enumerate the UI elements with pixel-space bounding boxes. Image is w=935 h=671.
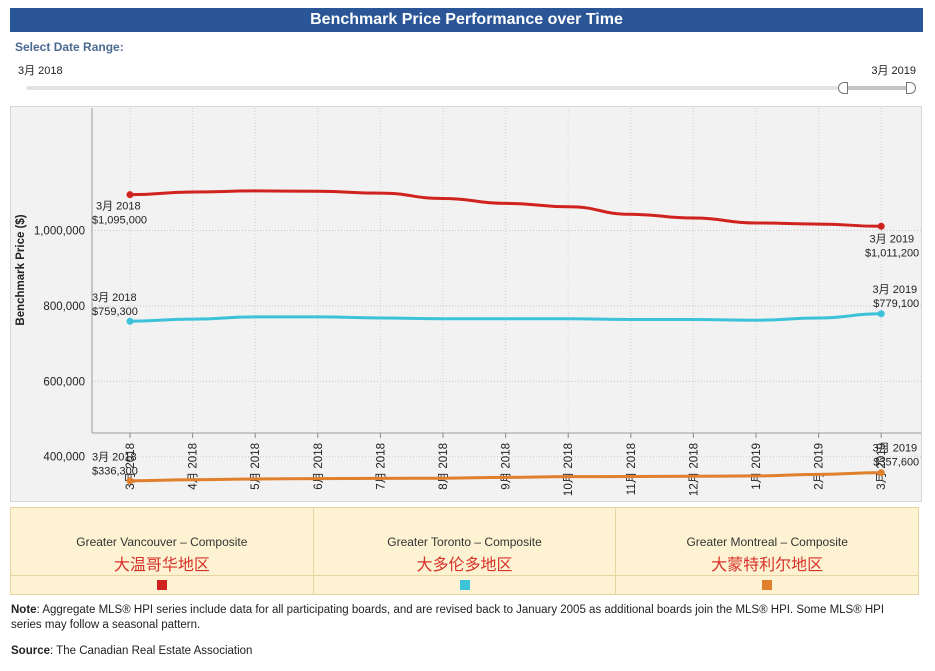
legend-swatch xyxy=(459,580,470,590)
legend-divider xyxy=(616,575,919,576)
date-range-slider[interactable] xyxy=(26,86,911,90)
legend-divider xyxy=(11,575,313,576)
data-label-date: 3月 2019 xyxy=(873,284,918,296)
data-label-value: $759,300 xyxy=(92,306,138,318)
x-tick-label: 3月 2019 xyxy=(876,443,888,490)
legend-item-montreal[interactable]: Greater Montreal – Composite 大蒙特利尔地区 xyxy=(616,508,919,594)
legend-item-vancouver[interactable]: Greater Vancouver – Composite 大温哥华地区 xyxy=(11,508,314,594)
legend: Greater Vancouver – Composite 大温哥华地区 Gre… xyxy=(10,507,919,595)
legend-swatch xyxy=(762,580,773,590)
range-start-label: 3月 2018 xyxy=(18,65,63,77)
x-tick-label: 10月 2018 xyxy=(563,443,575,496)
legend-chinese-name: 大温哥华地区 xyxy=(113,557,210,574)
x-tick-label: 8月 2018 xyxy=(438,443,450,490)
x-tick-label: 4月 2018 xyxy=(188,443,200,490)
series-line[interactable] xyxy=(128,471,883,483)
plot-background xyxy=(92,108,921,433)
note-text: : Aggregate MLS® HPI series include data… xyxy=(11,604,885,631)
data-label-date: 3月 2018 xyxy=(92,452,137,464)
y-axis-title: Benchmark Price ($) xyxy=(15,214,27,325)
data-label-date: 3月 2019 xyxy=(870,233,915,245)
source-text: : The Canadian Real Estate Association xyxy=(50,645,253,657)
data-label-value: $779,100 xyxy=(873,298,919,310)
data-label-value: $1,011,200 xyxy=(865,247,919,259)
x-tick-label: 11月 2018 xyxy=(626,443,638,495)
legend-name: Greater Vancouver – Composite xyxy=(76,535,248,549)
legend-chinese-name: 大蒙特利尔地区 xyxy=(711,557,824,574)
x-tick-label: 9月 2018 xyxy=(501,443,513,490)
data-label-date: 3月 2018 xyxy=(96,201,141,213)
range-end-label: 3月 2019 xyxy=(871,65,916,77)
legend-name: Greater Toronto – Composite xyxy=(387,535,542,549)
footnote: Note: Aggregate MLS® HPI series include … xyxy=(11,603,911,633)
x-tick-label: 2月 2019 xyxy=(814,443,826,490)
y-tick-label: 600,000 xyxy=(43,376,85,388)
series-line[interactable] xyxy=(128,312,883,323)
source: Source: The Canadian Real Estate Associa… xyxy=(11,645,252,657)
y-tick-label: 1,000,000 xyxy=(34,226,85,238)
data-point-end[interactable] xyxy=(877,310,885,318)
legend-swatch xyxy=(156,580,167,590)
date-range-label: Select Date Range: xyxy=(15,40,124,54)
legend-divider xyxy=(313,575,616,576)
data-point-end[interactable] xyxy=(877,469,885,477)
data-point-start[interactable] xyxy=(126,191,134,199)
range-start-handle[interactable] xyxy=(838,82,848,94)
series-line[interactable] xyxy=(128,189,883,228)
data-point-start[interactable] xyxy=(126,317,134,325)
date-range-selection[interactable] xyxy=(843,86,911,90)
data-point-end[interactable] xyxy=(877,222,885,230)
data-label-date: 3月 2018 xyxy=(92,292,137,304)
y-tick-label: 400,000 xyxy=(43,452,85,464)
x-tick-label: 12月 2018 xyxy=(688,443,700,496)
data-label-value: $357,600 xyxy=(873,457,919,469)
data-label-value: $1,095,000 xyxy=(92,215,147,227)
chart-title: Benchmark Price Performance over Time xyxy=(10,8,923,32)
x-tick-label: 5月 2018 xyxy=(250,443,262,490)
data-label-value: $336,300 xyxy=(92,466,138,478)
x-tick-label: 1月 2019 xyxy=(751,443,763,490)
data-label-date: 3月 2019 xyxy=(873,443,918,455)
legend-chinese-name: 大多伦多地区 xyxy=(416,557,513,574)
x-tick-label: 6月 2018 xyxy=(313,443,325,490)
line-chart: 400,000 600,000 800,000 1,000,000 3月 2018 4月 … xyxy=(15,108,921,496)
note-label: Note xyxy=(11,604,37,616)
legend-item-toronto[interactable]: Greater Toronto – Composite 大多伦多地区 xyxy=(313,508,617,594)
legend-name: Greater Montreal – Composite xyxy=(686,535,848,549)
y-tick-label: 800,000 xyxy=(43,301,85,313)
chart-area: 400,000 600,000 800,000 1,000,000 3月 2018 4月 … xyxy=(10,106,922,502)
range-end-handle[interactable] xyxy=(906,82,916,94)
x-tick-label: 7月 2018 xyxy=(375,443,387,490)
data-point-start[interactable] xyxy=(126,477,134,485)
source-label: Source xyxy=(11,645,50,657)
